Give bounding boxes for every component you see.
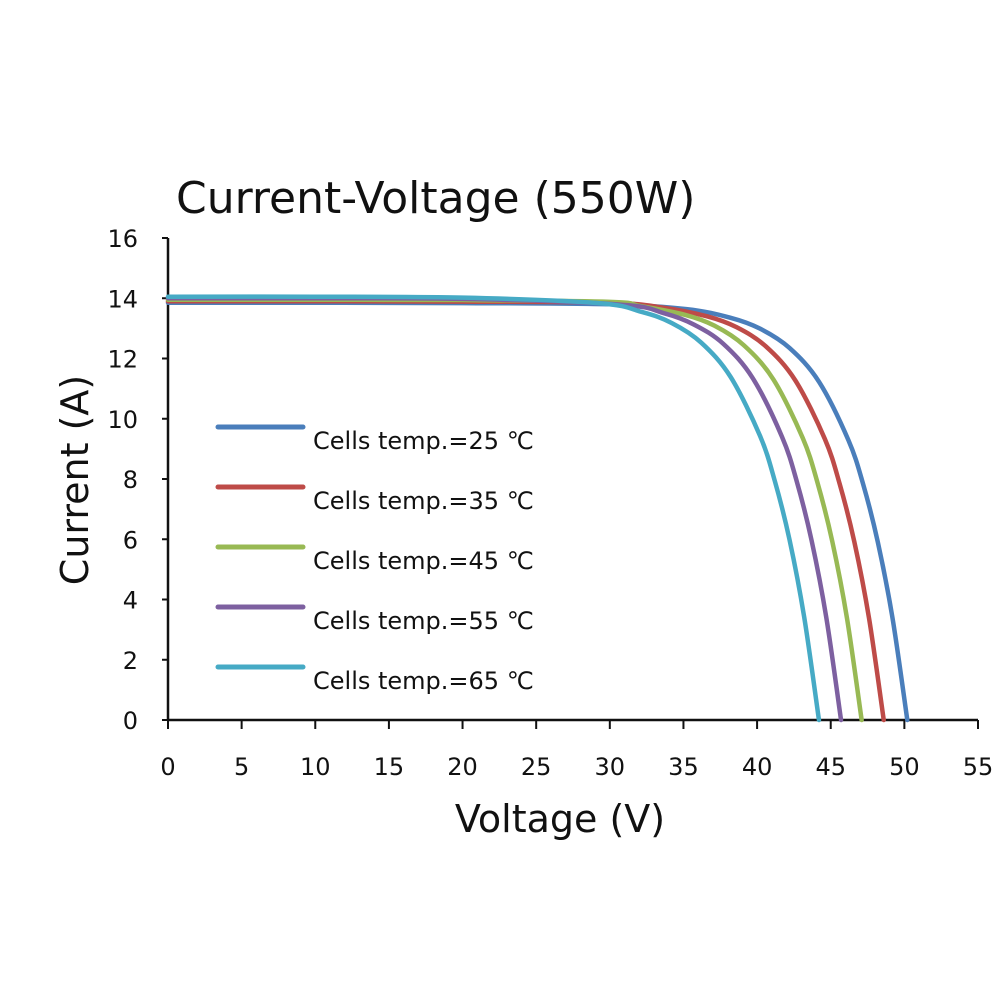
y-tick-label: 14 xyxy=(107,285,138,313)
legend-label-0: Cells temp.=25 ℃ xyxy=(313,427,534,455)
x-tick-label: 10 xyxy=(300,753,331,781)
y-tick-label: 2 xyxy=(123,647,138,675)
series-line-4 xyxy=(165,294,822,723)
y-tick-label: 16 xyxy=(107,225,138,253)
x-tick-label: 30 xyxy=(595,753,626,781)
x-tick-label: 35 xyxy=(668,753,699,781)
x-tick-label: 50 xyxy=(889,753,920,781)
series-group xyxy=(165,294,910,723)
y-tick-label: 12 xyxy=(107,346,138,374)
x-tick-label: 25 xyxy=(521,753,552,781)
legend: Cells temp.=25 ℃ Cells temp.=35 ℃ Cells te… xyxy=(215,424,534,695)
y-tick-label: 6 xyxy=(123,526,138,554)
legend-label-1: Cells temp.=35 ℃ xyxy=(313,487,534,515)
legend-label-3: Cells temp.=55 ℃ xyxy=(313,607,534,635)
legend-label-2: Cells temp.=45 ℃ xyxy=(313,547,534,575)
y-tick-label: 0 xyxy=(123,707,138,735)
x-tick-label: 15 xyxy=(374,753,405,781)
x-tick-label: 5 xyxy=(234,753,249,781)
x-tick-label: 20 xyxy=(447,753,478,781)
y-tick-label: 10 xyxy=(107,406,138,434)
x-tick-label: 0 xyxy=(160,753,175,781)
y-tick-label: 8 xyxy=(123,466,138,494)
chart-title: Current-Voltage (550W) xyxy=(176,173,695,224)
y-tick-label: 4 xyxy=(123,587,138,615)
x-tick-label: 45 xyxy=(815,753,846,781)
x-tick-label: 55 xyxy=(963,753,994,781)
y-axis-label: Current (A) xyxy=(53,375,97,585)
x-axis-label: Voltage (V) xyxy=(455,797,665,841)
axes: 0 5 10 15 20 25 30 35 40 45 50 55 0 2 4 6 8 10 12 14 16 xyxy=(107,225,993,781)
x-tick-label: 40 xyxy=(742,753,773,781)
legend-label-4: Cells temp.=65 ℃ xyxy=(313,667,534,695)
series-line-0 xyxy=(165,300,910,723)
